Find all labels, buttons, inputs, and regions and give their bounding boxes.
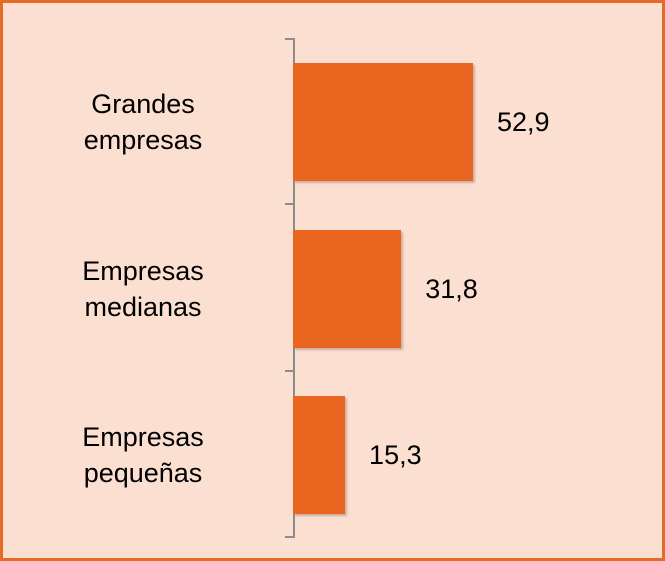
bar bbox=[293, 396, 346, 515]
axis-tick bbox=[285, 536, 294, 538]
axis-tick bbox=[285, 370, 294, 372]
axis-tick bbox=[285, 203, 294, 205]
bar bbox=[293, 63, 473, 182]
category-label: Empresas medianas bbox=[82, 255, 204, 322]
category-label: Grandes empresas bbox=[83, 89, 203, 156]
value-label: 15,3 bbox=[369, 440, 422, 471]
value-label: 31,8 bbox=[425, 273, 478, 304]
value-label: 52,9 bbox=[497, 107, 550, 138]
bar bbox=[293, 229, 402, 348]
category-label: Empresas pequeñas bbox=[82, 422, 204, 489]
axis-tick bbox=[285, 38, 294, 40]
